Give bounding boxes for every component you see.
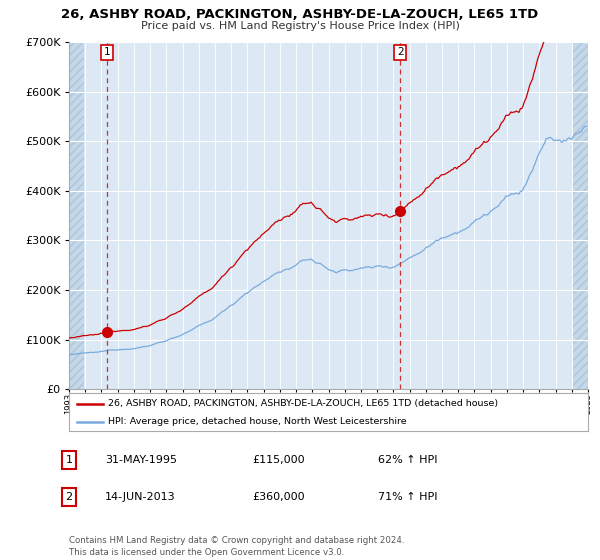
- Text: 26, ASHBY ROAD, PACKINGTON, ASHBY-DE-LA-ZOUCH, LE65 1TD: 26, ASHBY ROAD, PACKINGTON, ASHBY-DE-LA-…: [61, 8, 539, 21]
- Text: 26, ASHBY ROAD, PACKINGTON, ASHBY-DE-LA-ZOUCH, LE65 1TD (detached house): 26, ASHBY ROAD, PACKINGTON, ASHBY-DE-LA-…: [108, 399, 498, 408]
- Bar: [69, 42, 85, 389]
- Text: 62% ↑ HPI: 62% ↑ HPI: [378, 455, 437, 465]
- Text: 2: 2: [65, 492, 73, 502]
- Text: 31-MAY-1995: 31-MAY-1995: [105, 455, 177, 465]
- Text: 2: 2: [397, 47, 403, 57]
- Text: £360,000: £360,000: [252, 492, 305, 502]
- Text: 1: 1: [104, 47, 110, 57]
- Text: 14-JUN-2013: 14-JUN-2013: [105, 492, 176, 502]
- Bar: [572, 42, 588, 389]
- Text: Contains HM Land Registry data © Crown copyright and database right 2024.
This d: Contains HM Land Registry data © Crown c…: [69, 536, 404, 557]
- Text: HPI: Average price, detached house, North West Leicestershire: HPI: Average price, detached house, Nort…: [108, 417, 407, 426]
- Text: £115,000: £115,000: [252, 455, 305, 465]
- Text: Price paid vs. HM Land Registry's House Price Index (HPI): Price paid vs. HM Land Registry's House …: [140, 21, 460, 31]
- Text: 1: 1: [65, 455, 73, 465]
- Text: 71% ↑ HPI: 71% ↑ HPI: [378, 492, 437, 502]
